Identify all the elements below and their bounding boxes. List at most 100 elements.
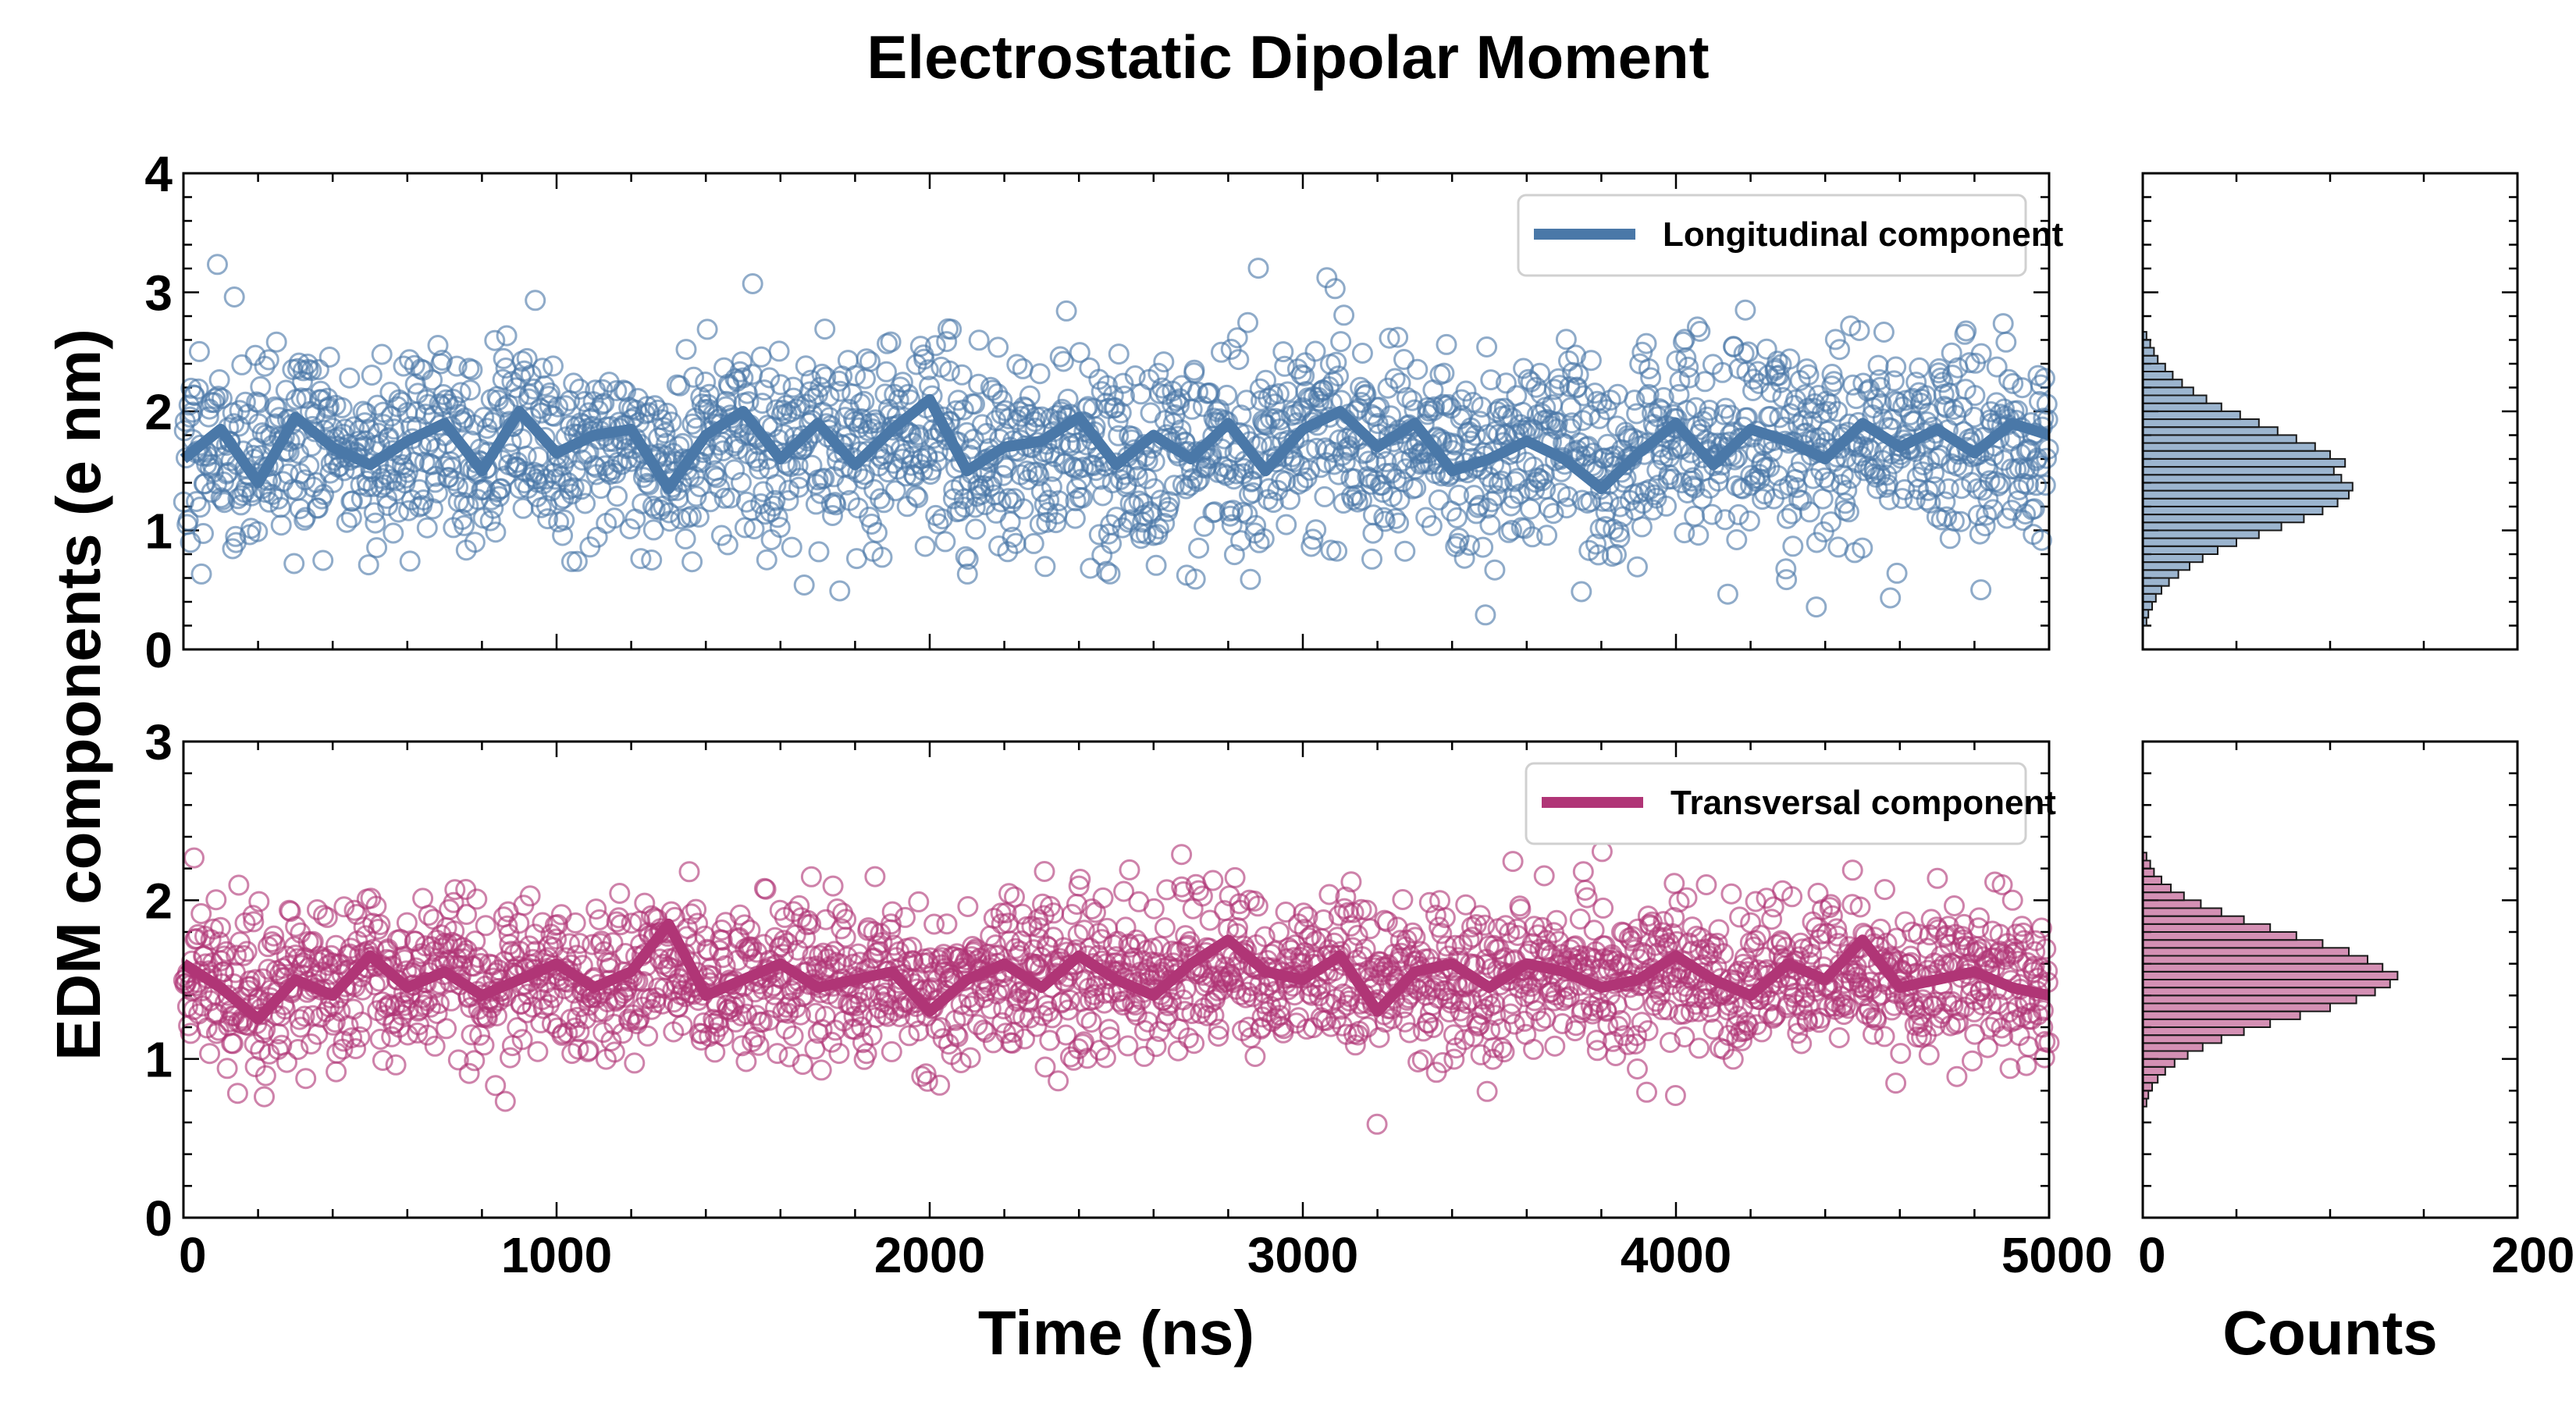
transversal-scatter-point: [1404, 927, 1426, 948]
longitudinal-scatter-point: [1977, 458, 1998, 480]
transversal-scatter-point: [998, 883, 1020, 905]
transversal-scatter-point: [349, 1026, 371, 1048]
transversal-scatter-point: [773, 930, 795, 951]
longitudinal-scatter-point: [1886, 562, 1908, 584]
x-tick-labels: 0 1000 2000 3000 4000 5000: [179, 1227, 2112, 1283]
longitudinal-scatter-point: [516, 347, 538, 369]
transversal-scatter-point: [1603, 958, 1625, 980]
longitudinal-scatter-point: [1283, 400, 1304, 422]
transversal-scatter-point: [911, 1065, 933, 1087]
longitudinal-scatter-point: [1188, 537, 1210, 559]
longitudinal-scatter-point: [543, 405, 565, 427]
transversal-scatter-point: [1530, 1010, 1552, 1032]
longitudinal-scatter-point: [1475, 604, 1496, 626]
longitudinal-scatter-point: [1222, 500, 1244, 521]
longitudinal-scatter-point: [371, 343, 393, 365]
transversal-scatter-point: [1402, 922, 1424, 944]
longitudinal-scatter-point: [690, 386, 712, 408]
longitudinal-scatter-point: [606, 380, 628, 401]
longitudinal-scatter-point: [520, 364, 542, 386]
longitudinal-scatter-point: [1424, 396, 1446, 418]
longitudinal-scatter-point: [1557, 486, 1578, 507]
longitudinal-scatter-point: [496, 325, 518, 347]
transversal-scatter-point: [1874, 879, 1895, 901]
transversal-scatter-point: [456, 904, 478, 925]
transversal-scatter-point: [1491, 1037, 1513, 1059]
longitudinal-scatter-point: [822, 505, 843, 526]
transversal-scatter-point: [1143, 898, 1165, 919]
longitudinal-scatter-point: [2036, 393, 2058, 415]
longitudinal-scatter-point: [1530, 382, 1552, 404]
longitudinal-histogram-bar: [2142, 410, 2241, 421]
transversal-scatter-point: [585, 898, 607, 920]
transversal-scatter-point: [1133, 1045, 1155, 1067]
longitudinal-scatter-point: [818, 386, 840, 407]
longitudinal-histogram-bar: [2142, 482, 2354, 492]
transversal-scatter-point: [254, 1065, 276, 1087]
y-tick-label: 3: [144, 265, 173, 322]
transversal-scatter-point: [1821, 905, 1843, 927]
transversal-scatter-point: [205, 889, 227, 911]
longitudinal-scatter-point: [1970, 579, 1992, 601]
longitudinal-scatter-point: [1012, 498, 1034, 520]
longitudinal-scatter-point: [1137, 450, 1158, 471]
transversal-scatter-point: [1113, 880, 1135, 902]
longitudinal-scatter-point: [1119, 493, 1141, 514]
longitudinal-scatter-point: [1792, 410, 1813, 432]
transversal-scatter-point: [1340, 871, 1362, 893]
transversal-scatter-point: [1425, 905, 1446, 926]
longitudinal-scatter-point: [1776, 569, 1798, 591]
longitudinal-scatter-point: [176, 447, 197, 469]
transversal-scatter-point: [1468, 1014, 1490, 1036]
longitudinal-scatter-point: [446, 355, 468, 377]
longitudinal-scatter-point: [1099, 563, 1121, 585]
longitudinal-scatter-point: [742, 273, 763, 294]
longitudinal-scatter-point: [1292, 471, 1314, 493]
longitudinal-scatter-point: [484, 329, 506, 351]
longitudinal-scatter-point: [1779, 348, 1801, 370]
longitudinal-histogram-bar: [2142, 553, 2204, 564]
longitudinal-histogram-bar: [2142, 569, 2179, 579]
longitudinal-scatter-point: [1362, 504, 1384, 526]
transversal-scatter-point: [1510, 898, 1532, 920]
transversal-scatter-point: [1145, 1036, 1167, 1058]
longitudinal-scatter-point: [1714, 509, 1736, 531]
transversal-scatter-point: [1034, 861, 1055, 882]
transversal-scatter-point: [1091, 929, 1112, 951]
longitudinal-scatter-point: [1375, 463, 1397, 484]
longitudinal-scatter-point: [770, 374, 792, 396]
transversal-scatter-point: [980, 998, 1002, 1019]
longitudinal-scatter-point: [619, 518, 641, 539]
transversal-scatter-point: [589, 909, 610, 930]
longitudinal-scatter-point: [998, 488, 1019, 510]
transversal-scatter-point: [1695, 874, 1717, 895]
longitudinal-scatter-point: [1869, 369, 1891, 390]
transversal-scatter-point: [568, 1021, 590, 1043]
transversal-scatter-point: [564, 912, 586, 934]
longitudinal-scatter-point: [1927, 447, 1948, 469]
longitudinal-scatter-point: [231, 354, 253, 375]
longitudinal-scatter-point: [1228, 349, 1250, 371]
longitudinal-legend-box: [1517, 194, 2027, 277]
transversal-scatter-point: [828, 1043, 850, 1065]
transversal-scatter-point: [1976, 1037, 1998, 1058]
transversal-scatter-point: [602, 932, 624, 954]
longitudinal-scatter-point: [1216, 384, 1238, 406]
transversal-scatter-point: [458, 1062, 480, 1084]
transversal-scatter-point: [1242, 986, 1264, 1008]
longitudinal-scatter-point: [283, 553, 305, 574]
longitudinal-histogram-bar: [2142, 402, 2222, 412]
longitudinal-scatter-point: [366, 537, 388, 559]
transversal-scatter-point: [1183, 1033, 1205, 1055]
longitudinal-scatter-point: [1596, 399, 1617, 421]
transversal-histogram-bar: [2142, 955, 2368, 965]
transversal-scatter-point: [1834, 994, 1856, 1016]
transversal-scatter-point: [1203, 1005, 1225, 1026]
transversal-scatter-point: [1208, 1019, 1229, 1040]
transversal-scatter-point: [1572, 861, 1594, 883]
longitudinal-scatter-point: [683, 366, 705, 388]
transversal-scatter-point: [1092, 887, 1114, 909]
longitudinal-scatter-point: [1738, 510, 1760, 532]
transversal-scatter-point: [566, 944, 588, 966]
